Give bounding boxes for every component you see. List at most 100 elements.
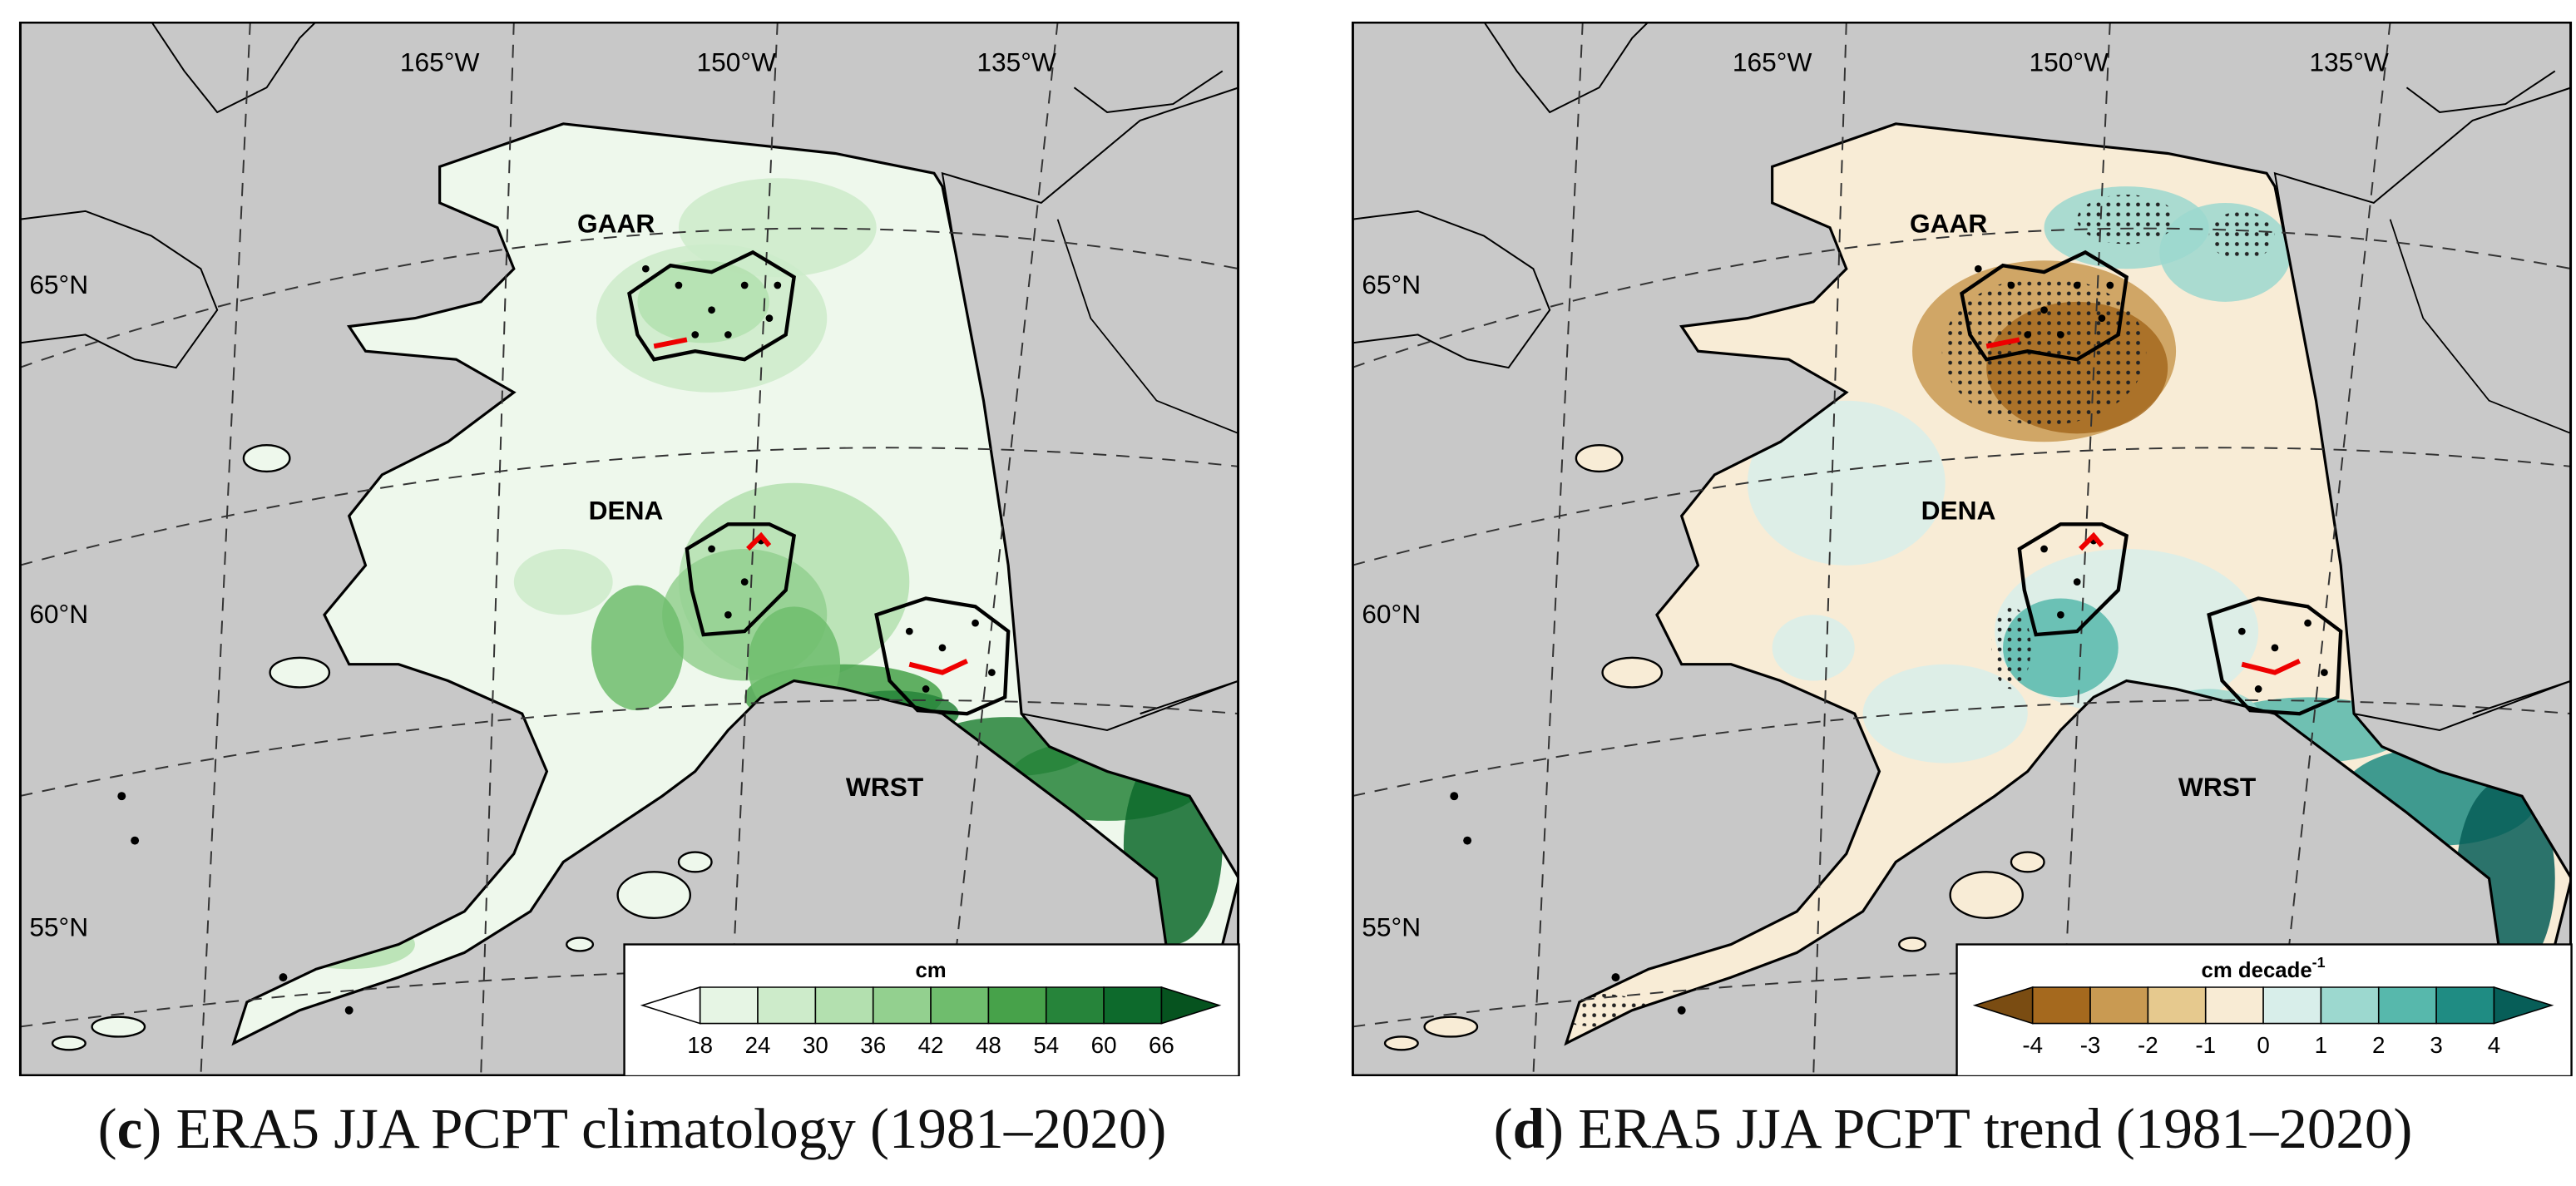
station-dot (2321, 669, 2328, 676)
station-dot (2057, 331, 2064, 339)
colorbar-tick-label: 66 (1149, 1032, 1174, 1058)
map-svg-d: 165°W 150°W 135°W 65°N 60°N 55°N GAAR DENA WRST c… (1351, 22, 2573, 1076)
station-dot (2007, 281, 2015, 289)
longitude-label: 135°W (2309, 47, 2389, 77)
station-dot (2254, 685, 2262, 693)
station-dot (938, 644, 947, 652)
island (1383, 1035, 1419, 1051)
road-segment (653, 337, 688, 349)
colorbar-tick-label: 18 (687, 1032, 713, 1058)
colorbar-title: cm (915, 959, 946, 982)
latitude-label: 55°N (1362, 912, 1421, 942)
colorbar: cm decade-1 -4 -3 -2 -1 0 1 2 3 4 (1955, 943, 2573, 1076)
map-svg-c: 165°W 150°W 135°W 65°N 60°N 55°N GAAR DENA WRST c… (18, 22, 1240, 1076)
colorbar-swatch (872, 986, 932, 1025)
colorbar-tick-label: 3 (2430, 1032, 2442, 1058)
caption-c: (c) ERA5 JJA PCPT climatology (1981–2020… (97, 1097, 1167, 1160)
longitude-label: 150°W (697, 47, 777, 77)
road-segment (2079, 531, 2104, 551)
island (1949, 871, 2024, 919)
colorbar-swatch (2435, 986, 2495, 1025)
island (677, 851, 713, 873)
station-dot (740, 578, 749, 586)
caption-d: (d) ERA5 JJA PCPT trend (1981–2020) (1493, 1097, 2413, 1160)
national-parks (1960, 250, 2343, 716)
park-boundary-gaar (627, 250, 796, 362)
park-boundary-dena (2017, 522, 2129, 637)
station-dot (740, 281, 749, 289)
station-dot (2304, 619, 2311, 627)
significance-stipple (1941, 277, 2147, 426)
latitude-label: 60°N (29, 599, 88, 629)
island (1601, 656, 1664, 689)
colorbar-swatch (699, 986, 759, 1025)
park-label-gaar: GAAR (577, 209, 655, 239)
station-dot (2106, 281, 2114, 289)
colorbar-tick-label: 30 (803, 1032, 828, 1058)
colorbar-swatch (1160, 986, 1222, 1025)
station-dot (691, 331, 700, 339)
colorbar-title: cm decade-1 (2202, 954, 2326, 982)
station-dot (774, 281, 782, 289)
map-panel-d: 165°W 150°W 135°W 65°N 60°N 55°N GAAR DENA WRST c… (1349, 22, 2574, 1076)
precip-field (1566, 186, 2555, 1027)
island (1575, 443, 1624, 473)
island (1898, 936, 1927, 952)
park-label-wrst: WRST (2178, 772, 2257, 802)
park-label-dena: DENA (1921, 495, 1996, 525)
latitude-label: 60°N (1362, 599, 1421, 629)
colorbar-tick-label: 0 (2257, 1032, 2269, 1058)
road-segment (2241, 659, 2301, 675)
colorbar-swatch (2204, 986, 2264, 1025)
park-boundary-wrst (2207, 596, 2343, 716)
island (1423, 1016, 1479, 1038)
caption-text: ERA5 JJA PCPT climatology (1981–2020) (161, 1097, 1167, 1160)
station-dot (2024, 331, 2032, 339)
colorbar-tick-label: 48 (976, 1032, 1001, 1058)
caption-text: ERA5 JJA PCPT trend (1981–2020) (1563, 1097, 2413, 1160)
park-boundary-dena (685, 522, 797, 637)
station-dot (922, 685, 930, 693)
station-dot (675, 281, 683, 289)
station-dot (2073, 578, 2081, 586)
russia-land (19, 210, 219, 369)
station-dot (972, 619, 979, 627)
park-label-wrst: WRST (846, 772, 924, 802)
colorbar-swatch (1045, 986, 1105, 1025)
colorbar-swatch (1103, 986, 1163, 1025)
latitude-label: 65°N (1362, 269, 1421, 299)
park-label-dena: DENA (589, 495, 664, 525)
station-dot (2237, 627, 2246, 635)
colorbar-tick-label: -1 (2195, 1032, 2216, 1058)
island (566, 936, 595, 952)
colorbar-tick-label: 60 (1091, 1032, 1117, 1058)
colorbar-tick-label: 24 (745, 1032, 771, 1058)
station-dot (2073, 281, 2081, 289)
island (242, 443, 291, 473)
colorbar: cm 18 24 30 36 42 48 54 60 66 (623, 943, 1240, 1076)
colorbar-swatch (987, 986, 1047, 1025)
longitude-label: 165°W (1733, 47, 1812, 77)
colorbar-swatch (2147, 986, 2207, 1025)
colorbar-tick-label: 42 (918, 1032, 944, 1058)
colorbar-tick-label: 2 (2372, 1032, 2385, 1058)
colorbar-swatch (2031, 986, 2091, 1025)
park-boundary-gaar (1960, 250, 2129, 362)
map-panel-c: 165°W 150°W 135°W 65°N 60°N 55°N GAAR DENA WRST c… (17, 22, 1242, 1076)
island (2010, 851, 2045, 873)
colorbar-tick-label: 36 (860, 1032, 886, 1058)
longitude-label: 165°W (400, 47, 480, 77)
bc-border (1140, 679, 1239, 715)
station-dot (988, 669, 996, 676)
station-dot (2040, 545, 2048, 553)
station-dot (2098, 314, 2106, 322)
island (51, 1035, 87, 1051)
island (91, 1016, 146, 1038)
park-boundary-wrst (874, 596, 1011, 716)
national-parks (627, 250, 1011, 716)
alaska-coastline (1564, 122, 2572, 1046)
colorbar-swatch (814, 986, 874, 1025)
latitude-label: 65°N (29, 269, 88, 299)
station-dot (2040, 306, 2048, 314)
longitude-label: 135°W (977, 47, 1056, 77)
